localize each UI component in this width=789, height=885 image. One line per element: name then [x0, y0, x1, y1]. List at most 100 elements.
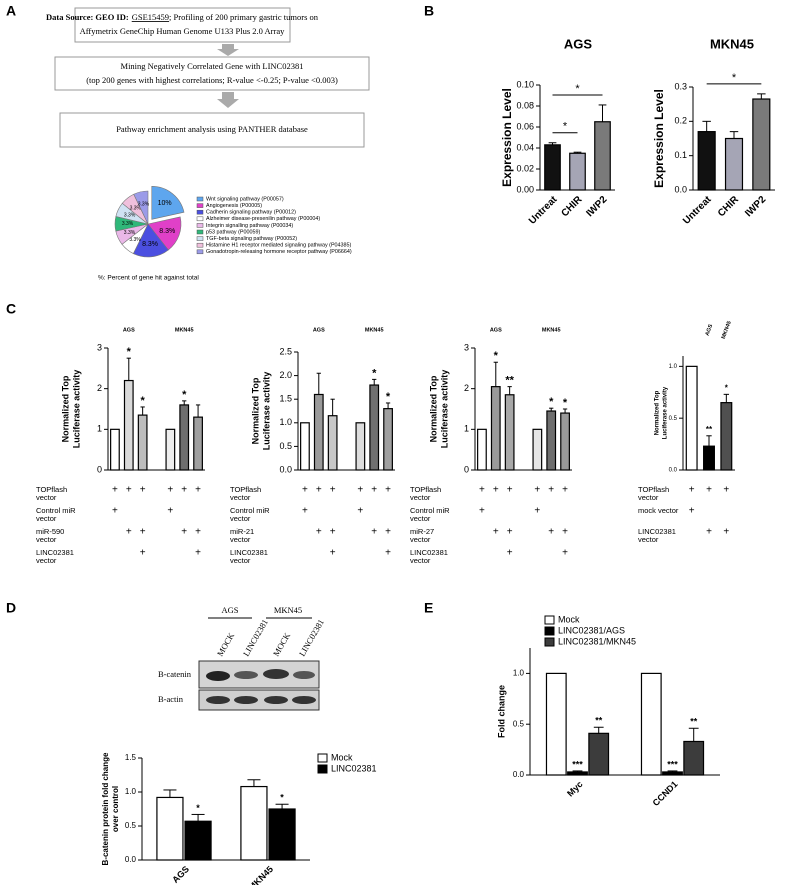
blot-lane: MOCK: [215, 630, 237, 658]
legend-label: Histamine H1 receptor mediated signaling…: [206, 243, 352, 249]
bar: [179, 404, 190, 471]
y-axis-label: Luciferase activity: [261, 372, 271, 451]
table-row-label: miR-27: [410, 527, 434, 536]
table-row-label: vector: [410, 493, 431, 502]
chart-title: AGS: [564, 36, 593, 51]
table-row-label: Control miR: [410, 506, 450, 515]
table-row-label: vector: [230, 535, 251, 544]
legend-swatch: [196, 236, 204, 241]
y-tick-label: 0: [464, 464, 469, 474]
blot-band: [293, 671, 315, 679]
bar: [110, 428, 120, 471]
table-mark: +: [140, 548, 146, 559]
y-tick-label: 1.0: [279, 417, 292, 427]
table-mark: +: [112, 485, 118, 496]
table-mark: +: [548, 485, 554, 496]
y-tick-label: 2: [97, 383, 102, 393]
blot-band: [263, 669, 289, 679]
x-tick-label: CCND1: [651, 779, 680, 808]
y-tick-label: 0.06: [516, 121, 534, 131]
bar: [546, 410, 557, 471]
bar: [697, 131, 716, 191]
bar: [268, 808, 296, 861]
x-tick-label: Myc: [565, 779, 584, 798]
blot-band: [234, 671, 258, 679]
blot-strip: [198, 689, 320, 711]
bar: [369, 384, 380, 471]
table-mark: +: [479, 506, 485, 517]
x-tick-label: AGS: [170, 864, 191, 885]
y-axis-label: Luciferase activity: [439, 370, 449, 449]
y-axis-label: Normalized Top: [60, 375, 70, 442]
y-tick-label: 0.5: [279, 441, 292, 451]
legend-swatch: [196, 242, 204, 248]
table-mark: +: [385, 485, 391, 496]
table-mark: +: [357, 506, 363, 517]
table-row-label: TOPflash: [410, 485, 441, 494]
significance: *: [725, 383, 729, 392]
x-tick-label: Untreat: [681, 194, 714, 227]
table-mark: +: [706, 527, 712, 538]
slice-label: 8.3%: [142, 241, 158, 248]
flow-text: Data Source: GEO ID: GSE15459; Profiling …: [46, 12, 319, 22]
table-row-label: vector: [230, 556, 251, 565]
table-mark: +: [112, 506, 118, 517]
y-axis-label: Normalized Top: [250, 377, 260, 444]
table-mark: +: [302, 485, 308, 496]
y-tick-label: 1.0: [125, 787, 137, 796]
slice-label: 8.3%: [159, 228, 175, 235]
x-tick-label: CHIR: [716, 194, 742, 220]
bar: [327, 415, 338, 471]
group-label: MKN45: [365, 327, 384, 333]
panel-label: B: [424, 3, 434, 19]
bar: [594, 121, 611, 191]
legend-label: p53 pathway (P00059): [206, 229, 260, 235]
legend-label: Wnt signaling pathway (P00057): [206, 196, 284, 202]
table-mark: +: [493, 485, 499, 496]
flowchart: Data Source: GEO ID: GSE15459; Profiling …: [46, 7, 370, 148]
table-mark: +: [316, 527, 322, 538]
table-mark: +: [385, 527, 391, 538]
flow-text: Pathway enrichment analysis using PANTHE…: [116, 124, 308, 134]
pie-slice: [133, 190, 149, 225]
legend-label: LINC02381: [331, 763, 377, 773]
table-row-label: LINC02381: [410, 548, 448, 557]
bar: [567, 771, 588, 776]
group-label: AGS: [123, 327, 135, 333]
table-mark: +: [562, 548, 568, 559]
table-row-label: Control miR: [36, 506, 76, 515]
slice-label: 3.3%: [138, 201, 150, 207]
significance: *: [732, 72, 737, 84]
bar: [137, 414, 148, 471]
bar: [569, 152, 586, 191]
panel-label: C: [6, 301, 16, 317]
table-row-label: vector: [36, 535, 57, 544]
flow-box: [74, 7, 291, 43]
bar: [383, 408, 393, 471]
table-row-label: vector: [638, 535, 659, 544]
bar: [720, 402, 733, 471]
flow-link: GSE15459: [132, 12, 169, 22]
flow-text: Affymetrix GeneChip Human Genome U133 Pl…: [80, 26, 286, 36]
blot-band: [292, 696, 316, 704]
y-tick-label: 0.0: [279, 464, 292, 474]
legend-label: Gonadotropin-releasing hormone receptor …: [206, 249, 352, 255]
table-mark: +: [195, 485, 201, 496]
y-axis-label: Normalized Top: [428, 375, 438, 442]
table-mark: +: [689, 485, 695, 496]
table-mark: +: [330, 485, 336, 496]
legend-swatch: [317, 764, 328, 774]
y-tick-label: 1: [97, 424, 102, 434]
significance: *: [386, 391, 391, 403]
slice-label: 10%: [158, 200, 172, 207]
significance: *: [575, 83, 580, 95]
bar: [477, 428, 487, 471]
y-tick-label: 1.5: [125, 753, 137, 762]
blot-lane: LINC02381: [297, 617, 326, 658]
group-label: MKN45: [175, 327, 194, 333]
x-tick-label: CHIR: [559, 194, 585, 220]
bar: [490, 386, 501, 471]
significance: *: [494, 350, 499, 362]
panel-label: D: [6, 600, 16, 616]
flow-box: [54, 56, 370, 91]
